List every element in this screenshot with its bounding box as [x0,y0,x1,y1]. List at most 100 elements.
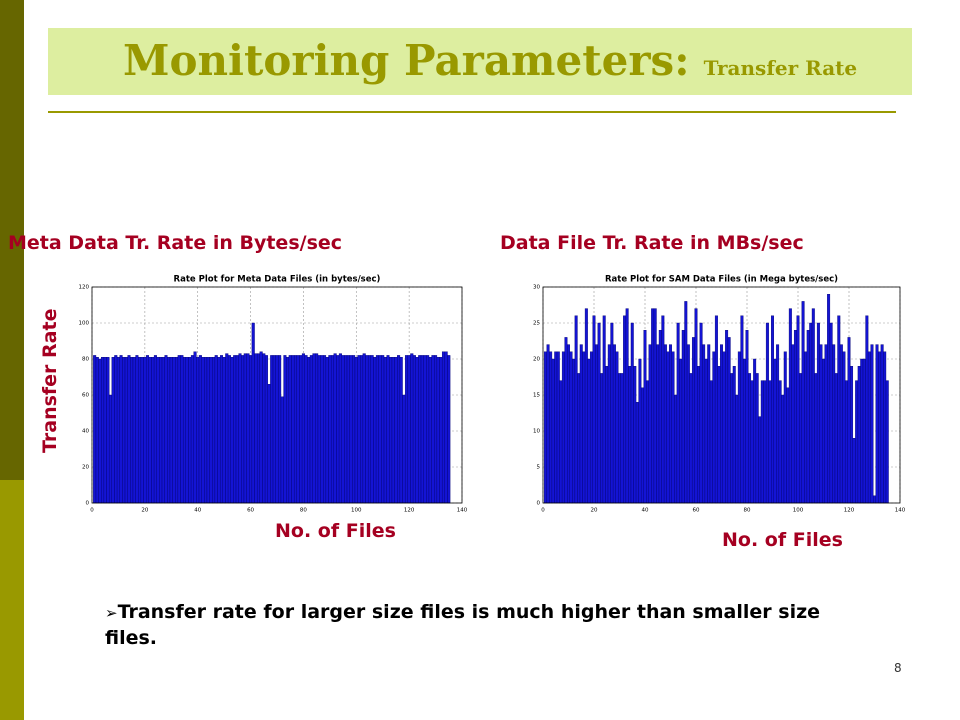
bar [788,308,792,504]
bar [233,355,237,504]
bar [778,380,782,504]
bar [278,355,282,504]
bar [691,337,695,504]
sidebar [0,0,24,480]
page-number: 8 [894,661,902,675]
bar [880,344,884,504]
y-tick-label: 15 [533,393,540,399]
bar [572,358,576,504]
bar [760,380,764,504]
bar [241,355,245,504]
right-heading: Data File Tr. Rate in MBs/sec [500,232,804,254]
bar [198,355,202,504]
bar [755,373,759,504]
bar [776,344,780,504]
bar [727,337,731,504]
bar [209,357,213,504]
bar [875,344,879,504]
plot-border [542,286,901,504]
bar [404,355,409,504]
bar [827,294,831,504]
bar [394,357,398,504]
bar [771,315,774,504]
x-tick-label: 20 [141,508,148,514]
bar [735,394,739,504]
bar [628,366,632,504]
bullet-text: Transfer rate for larger size files is m… [105,601,821,649]
bar [246,353,250,504]
left-heading: Meta Data Tr. Rate in Bytes/sec [8,232,343,254]
bar [190,355,194,504]
bar [201,357,205,504]
bar [204,357,208,504]
bar [378,355,382,504]
bar [559,380,563,504]
y-tick-label: 100 [79,321,90,327]
bar [349,355,353,504]
bar [783,351,787,504]
bar [857,366,861,504]
bar [418,355,422,504]
bar [444,351,448,504]
bar [651,308,655,504]
bar [615,351,619,504]
bar [219,355,224,504]
bar [618,373,621,504]
bar [412,355,416,504]
bar [829,322,833,504]
x-heading: No. of Files [275,520,396,542]
bar [793,330,797,504]
bar [679,358,683,504]
bar [420,355,424,504]
bar [439,357,443,504]
bar [431,355,435,504]
bar [217,357,221,504]
y-tick-label: 20 [82,465,89,471]
bar [296,355,300,504]
title-box [48,28,912,95]
bar [569,351,573,504]
x-tick-label: 100 [793,508,804,514]
bar [116,357,120,504]
bar [153,355,157,504]
bar [852,438,856,504]
bar [811,308,815,504]
bar [589,351,593,504]
bar [699,322,703,504]
bar [402,394,406,504]
x-tick-label: 140 [457,508,468,514]
bar [709,380,713,504]
bar [381,355,385,504]
bar [623,315,627,504]
bar [781,394,785,504]
x-tick-label: 80 [744,508,751,514]
bar [434,355,438,504]
bar [370,355,374,504]
bar [341,355,345,504]
bar [151,357,155,504]
bar [447,355,451,504]
bar [674,394,678,504]
bar [365,355,369,504]
title: Monitoring Parameters: Transfer Rate [123,36,857,85]
bar [264,355,268,504]
bar [135,355,139,504]
bar [564,337,568,504]
bar [251,322,255,504]
bar [415,357,419,504]
bar [426,355,430,504]
bar [317,355,321,504]
bar [730,373,734,504]
bar [870,344,874,504]
x-tick-label: 60 [693,508,700,514]
bar [108,394,113,504]
y-tick-label: 20 [533,357,540,363]
bar [193,351,197,504]
bar [270,355,274,504]
bar [676,322,680,504]
bar [878,351,882,504]
bar [293,355,298,504]
bar [101,357,105,504]
y-tick-label: 80 [82,357,89,363]
bar [824,344,828,504]
